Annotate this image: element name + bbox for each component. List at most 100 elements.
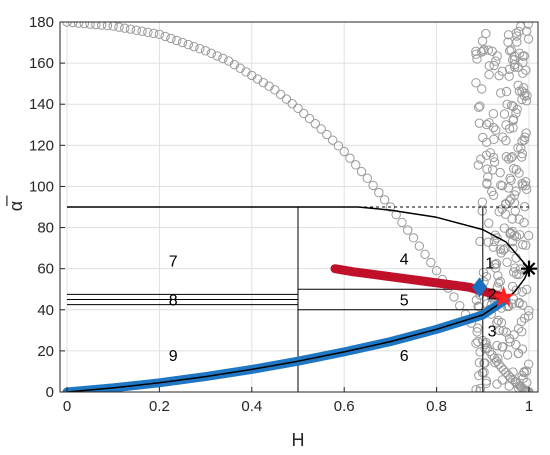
data-point	[200, 46, 211, 56]
data-point	[497, 342, 507, 352]
data-point	[490, 357, 500, 368]
region-label: 4	[400, 251, 409, 268]
data-point	[472, 327, 482, 337]
data-point	[523, 359, 534, 369]
data-point	[504, 154, 514, 164]
data-point	[484, 61, 495, 71]
data-point	[431, 266, 442, 276]
data-point	[492, 340, 502, 351]
data-point	[475, 101, 485, 111]
data-point	[483, 237, 494, 247]
data-point	[471, 295, 482, 305]
region-label: 2	[488, 286, 497, 303]
region-label: 3	[488, 323, 497, 340]
data-point	[310, 119, 321, 129]
data-point	[154, 29, 165, 40]
data-point	[501, 367, 511, 378]
data-point	[120, 23, 130, 33]
series-line	[67, 206, 530, 270]
data-point	[327, 135, 338, 145]
data-point	[497, 66, 508, 77]
data-point	[143, 27, 153, 37]
data-point	[316, 124, 326, 134]
data-point	[397, 217, 407, 228]
data-point	[493, 270, 503, 281]
axes	[59, 21, 539, 393]
data-point	[517, 370, 527, 381]
data-point	[514, 86, 525, 96]
data-point	[281, 94, 292, 104]
x-tick-label: 0.2	[149, 398, 170, 415]
data-point	[521, 284, 532, 295]
data-point	[498, 245, 509, 255]
data-point	[333, 141, 344, 151]
data-point	[521, 128, 531, 138]
x-tick-label: 0.6	[334, 398, 355, 415]
data-point	[492, 51, 502, 61]
data-point	[62, 22, 72, 27]
data-point	[478, 267, 489, 278]
data-point	[481, 150, 492, 160]
data-point	[91, 22, 101, 30]
data-point	[502, 257, 512, 267]
data-point	[189, 41, 199, 52]
data-point	[481, 337, 491, 348]
data-point	[482, 179, 492, 189]
x-tick-label: 0	[63, 398, 71, 415]
data-point	[183, 39, 193, 50]
data-point	[522, 26, 532, 36]
x-tick-label: 1	[525, 398, 533, 415]
data-point	[517, 148, 528, 159]
data-point	[491, 258, 502, 269]
y-tick-label: 60	[37, 261, 54, 278]
data-point	[414, 241, 424, 251]
data-point	[487, 186, 497, 197]
data-point	[522, 377, 532, 388]
data-point	[212, 51, 222, 61]
data-point	[516, 143, 526, 154]
data-point	[502, 99, 512, 110]
data-point	[514, 230, 525, 240]
data-point	[502, 350, 513, 360]
data-point	[102, 22, 113, 31]
data-point	[518, 68, 528, 78]
data-point	[491, 125, 501, 135]
data-point	[125, 24, 136, 34]
data-point	[177, 37, 188, 48]
data-point	[509, 51, 520, 61]
data-point	[511, 28, 521, 38]
data-point	[374, 187, 384, 198]
data-point	[514, 298, 524, 309]
data-point	[96, 22, 107, 30]
data-point	[517, 136, 527, 146]
y-tick-label: 180	[29, 14, 54, 31]
data-point	[501, 327, 511, 337]
data-point	[519, 367, 529, 378]
data-point	[345, 153, 355, 163]
data-point	[494, 207, 504, 217]
data-point	[514, 269, 524, 280]
data-point	[497, 132, 508, 142]
data-point	[489, 259, 500, 270]
data-point	[487, 46, 497, 56]
region-label: 9	[169, 348, 178, 365]
data-point	[523, 311, 534, 321]
data-point	[521, 177, 531, 187]
data-point	[505, 46, 515, 56]
data-point	[504, 124, 515, 134]
y-tick-label: 0	[46, 384, 54, 401]
data-point	[507, 214, 517, 224]
y-tick-label: 40	[37, 302, 54, 319]
data-point	[473, 160, 483, 170]
data-point	[521, 96, 532, 106]
data-point	[493, 315, 503, 326]
data-point	[505, 229, 515, 239]
data-point	[481, 378, 491, 389]
data-point	[513, 323, 524, 334]
data-point	[503, 183, 514, 193]
data-point	[275, 89, 286, 100]
data-point	[474, 118, 485, 128]
data-point	[505, 173, 515, 184]
data-point	[322, 129, 332, 140]
data-point	[473, 102, 484, 113]
